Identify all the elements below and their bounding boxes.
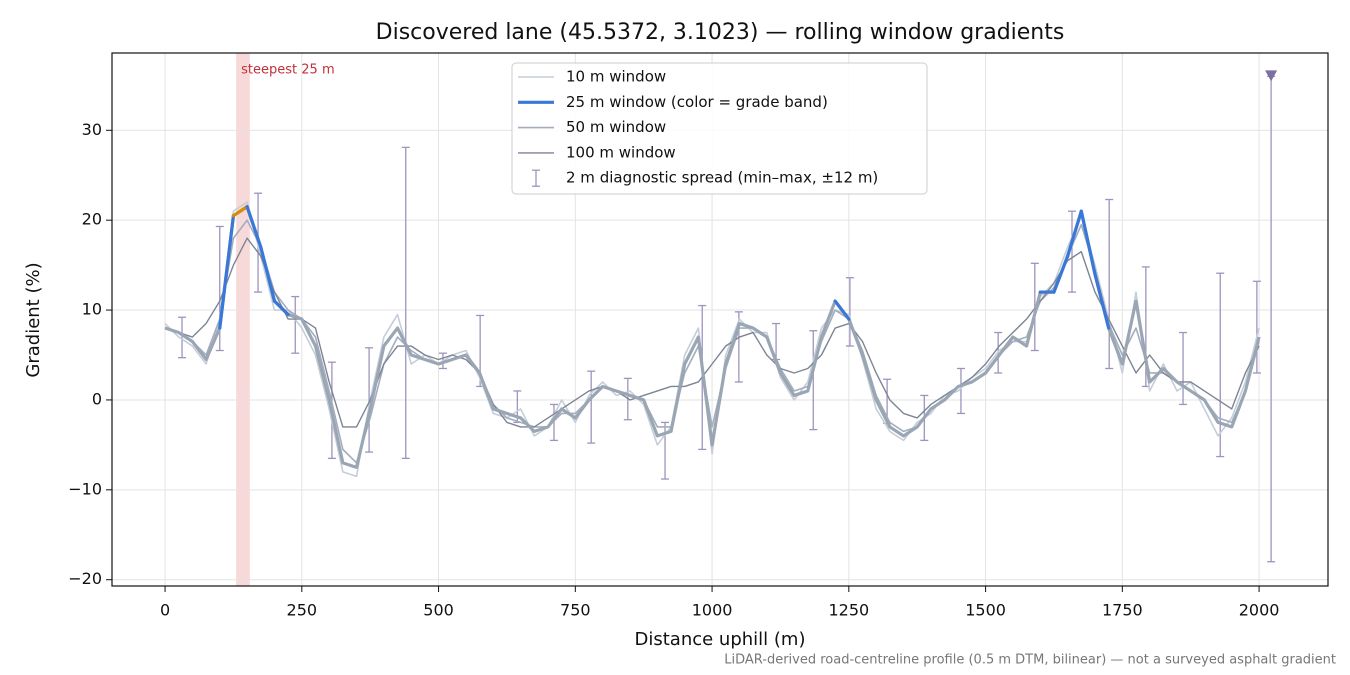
legend-label: 50 m window <box>566 118 666 136</box>
legend-box <box>511 62 928 195</box>
x-tick-label: 750 <box>560 601 591 620</box>
error-bar <box>809 330 818 431</box>
y-tick-label: −20 <box>68 569 102 588</box>
legend-label: 2 m diagnostic spread (min–max, ±12 m) <box>566 169 878 187</box>
footnote: LiDAR-derived road-centreline profile (0… <box>724 653 1336 668</box>
error-bar <box>1068 210 1076 293</box>
chart-title: Discovered lane (45.5372, 3.1023) — roll… <box>376 20 1065 45</box>
y-axis-label: Gradient (%) <box>23 262 44 377</box>
legend-label: 25 m window (color = grade band) <box>566 93 828 111</box>
plot-frame <box>111 52 1329 587</box>
error-bar <box>1267 75 1276 563</box>
x-tick-label: 1750 <box>1102 601 1143 620</box>
error-bar <box>1252 280 1261 374</box>
series-line <box>164 219 1260 464</box>
grade-band-segment <box>1052 254 1070 294</box>
clipped-marker <box>1265 70 1278 82</box>
x-tick-label: 0 <box>160 601 170 620</box>
error-bar <box>365 347 374 453</box>
x-tick-label: 250 <box>287 601 318 620</box>
legend-label: 10 m window <box>566 68 666 86</box>
error-bar <box>401 146 410 460</box>
y-tick-label: 10 <box>82 300 102 319</box>
grade-band-segment <box>218 214 236 330</box>
y-tick-label: 0 <box>92 389 102 408</box>
x-tick-label: 500 <box>423 601 454 620</box>
plot-area <box>164 75 1276 563</box>
error-bar <box>1105 198 1114 370</box>
x-tick-label: 1250 <box>828 601 869 620</box>
grade-band-segment <box>272 299 290 317</box>
grade-band-segment <box>259 245 277 303</box>
error-bar <box>587 370 596 444</box>
highlight-band <box>236 53 250 586</box>
x-tick-label: 1000 <box>692 601 733 620</box>
x-tick-label: 2000 <box>1239 601 1280 620</box>
y-tick-label: 30 <box>82 120 102 139</box>
series-line <box>164 237 1260 428</box>
error-bar <box>845 277 854 347</box>
grade-band-segment <box>245 205 263 249</box>
y-tick-label: −10 <box>68 479 102 498</box>
error-bar <box>956 367 965 415</box>
error-bar <box>178 316 187 359</box>
error-bar <box>1216 272 1225 458</box>
y-tick-label: 20 <box>82 210 102 229</box>
x-tick-label: 1500 <box>965 601 1006 620</box>
grade-band-segment <box>1079 209 1097 276</box>
legend-label: 100 m window <box>566 143 676 161</box>
highlight-label: steepest 25 m <box>241 63 334 78</box>
error-bar <box>1179 331 1188 406</box>
error-bar <box>291 295 300 354</box>
x-axis-label: Distance uphill (m) <box>635 629 806 650</box>
error-bar <box>549 403 558 442</box>
legend: 10 m window 25 m window (color = grade ba… <box>511 62 928 195</box>
error-bar <box>1030 262 1039 352</box>
grade-band-segment <box>1066 209 1083 258</box>
grade-band-segment <box>833 299 851 321</box>
grade-band-segment <box>231 205 249 218</box>
grade-band-segment <box>1093 272 1111 330</box>
